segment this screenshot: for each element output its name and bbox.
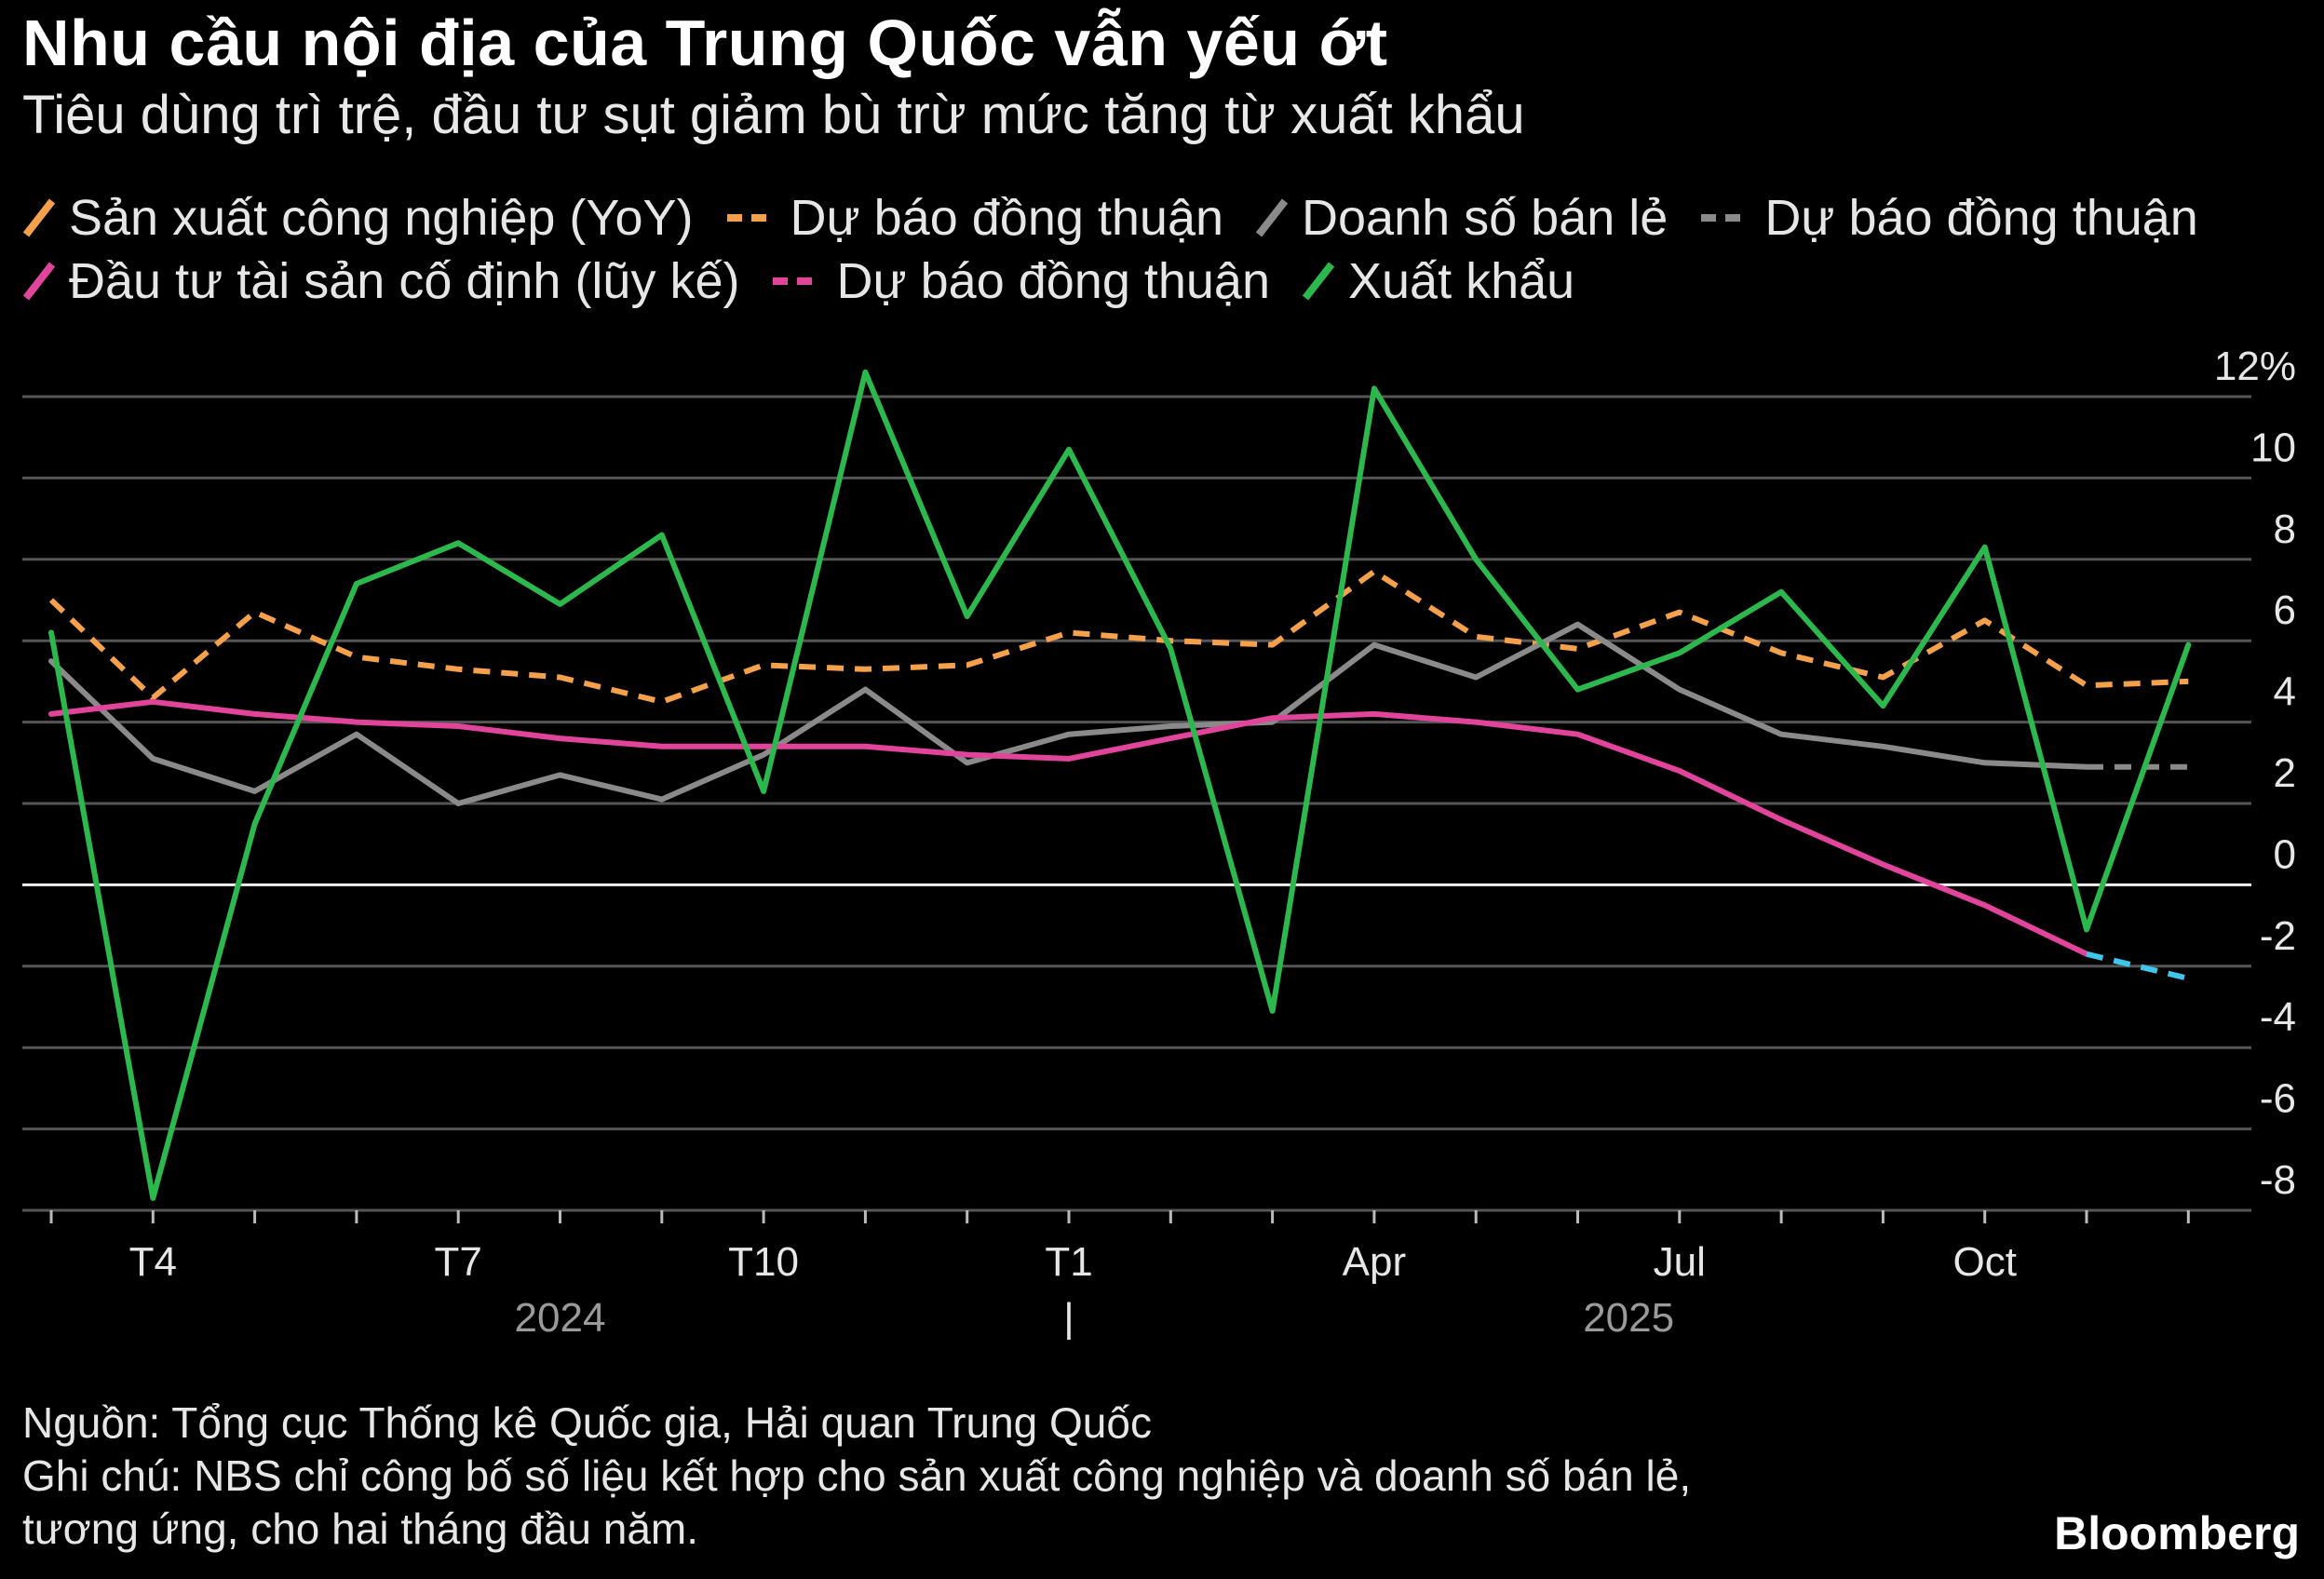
y-tick-label: 0	[2274, 831, 2296, 877]
slash-solid-icon	[1302, 262, 1335, 301]
x-tick-label: T10	[728, 1239, 799, 1285]
y-tick-label: 12%	[2214, 344, 2296, 389]
legend-row-2: Đầu tư tài sản cố định (lũy kế) Dự báo đ…	[22, 250, 2322, 313]
legend-item-retail-forecast: Dự báo đồng thuận	[1699, 189, 2198, 247]
slash-solid-icon	[22, 198, 56, 237]
note-line-1: Ghi chú: NBS chỉ công bố số liệu kết hợp…	[22, 1451, 1692, 1500]
legend: Sản xuất công nghiệp (YoY) Dự báo đồng t…	[22, 186, 2322, 313]
source-note: Nguồn: Tổng cục Thống kê Quốc gia, Hải q…	[22, 1398, 1152, 1447]
legend-label: Dự báo đồng thuận	[836, 253, 1270, 309]
legend-item-retail-sales: Doanh số bán lẻ	[1255, 189, 1668, 247]
legend-label: Dự báo đồng thuận	[1764, 190, 2198, 246]
year-label: 2024	[515, 1295, 606, 1341]
y-tick-label: 10	[2250, 425, 2296, 470]
legend-item-industrial-forecast: Dự báo đồng thuận	[725, 189, 1224, 247]
line-chart: 12% 10 8 6 4 2 0 -2 -4 -6 -8 T4 T7 T10 T1 Apr Jul Oct 2024…	[22, 344, 2296, 1341]
slash-solid-icon	[1255, 198, 1289, 237]
dash-icon	[1701, 214, 1750, 222]
series-line--u-t-t-i-s-n-c-nh-d-b-o-ng-thu-n	[2086, 951, 2189, 981]
x-tick-label: Oct	[1952, 1239, 2016, 1285]
x-tick-label: Jul	[1654, 1239, 1706, 1285]
legend-label: Xuất khẩu	[1348, 253, 1575, 309]
y-tick-label: -8	[2260, 1157, 2296, 1203]
chart-subtitle: Tiêu dùng trì trệ, đầu tư sụt giảm bù tr…	[22, 85, 1525, 145]
y-tick-label: 2	[2274, 750, 2296, 796]
dash-icon	[726, 214, 776, 222]
year-divider: |	[1063, 1295, 1074, 1341]
y-tick-label: -4	[2260, 994, 2296, 1040]
legend-item-fixed-asset-forecast: Dự báo đồng thuận	[771, 252, 1270, 310]
x-tick-label: T7	[435, 1239, 482, 1285]
note-line-2: tương ứng, cho hai tháng đầu năm.	[22, 1505, 699, 1553]
legend-label: Doanh số bán lẻ	[1302, 190, 1669, 246]
legend-item-exports: Xuất khẩu	[1302, 252, 1574, 310]
series-line--u-t-t-i-s-n-c-nh-l-y-k-	[48, 698, 2089, 957]
legend-item-fixed-asset: Đầu tư tài sản cố định (lũy kế)	[22, 252, 739, 310]
bloomberg-logo: Bloomberg	[2054, 1507, 2300, 1559]
slash-solid-icon	[22, 262, 56, 301]
legend-label: Dự báo đồng thuận	[790, 190, 1224, 246]
legend-row-1: Sản xuất công nghiệp (YoY) Dự báo đồng t…	[22, 186, 2322, 250]
y-tick-label: -6	[2260, 1076, 2296, 1122]
y-tick-label: -2	[2260, 913, 2296, 959]
x-tick-label: T1	[1045, 1239, 1092, 1285]
dash-icon	[773, 277, 822, 285]
legend-item-industrial-output: Sản xuất công nghiệp (YoY)	[22, 189, 694, 247]
footnote: Nguồn: Tổng cục Thống kê Quốc gia, Hải q…	[22, 1397, 1940, 1556]
x-tick-label: Apr	[1343, 1239, 1406, 1285]
y-tick-label: 4	[2274, 669, 2296, 715]
year-label: 2025	[1583, 1295, 1674, 1341]
legend-label: Đầu tư tài sản cố định (lũy kế)	[69, 253, 740, 309]
series-line-xu-t-kh-u	[48, 369, 2192, 1201]
series-line-s-n-xu-t-c-ng-nghi-p-yoy-d-b-o-ng-thu-n	[48, 568, 2189, 705]
x-tick-label: T4	[129, 1239, 177, 1285]
y-tick-label: 8	[2274, 506, 2296, 552]
y-tick-label: 6	[2274, 587, 2296, 633]
legend-label: Sản xuất công nghiệp (YoY)	[69, 190, 694, 246]
chart-title: Nhu cầu nội địa của Trung Quốc vẫn yếu ớ…	[22, 7, 1388, 79]
